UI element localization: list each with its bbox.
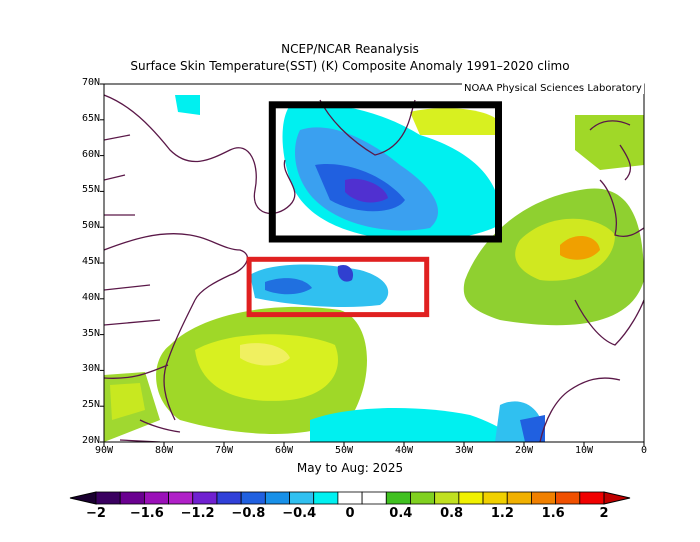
colorbar-swatch [240, 491, 266, 505]
colorbar-swatch [482, 491, 508, 505]
longitude-label: 70W [214, 445, 234, 456]
colorbar-label: 1.6 [541, 506, 565, 521]
colorbar-max-arrow [603, 491, 631, 505]
colorbar-min-arrow [69, 491, 97, 505]
map-subtitle: Surface Skin Temperature(SST) (K) Compos… [130, 59, 570, 73]
latitude-label: 50N [81, 220, 100, 232]
colorbar-label: 0.4 [389, 506, 413, 521]
colorbar-swatch [289, 491, 315, 505]
credit-label: NOAA Physical Sciences Laboratory [462, 83, 644, 94]
latitude-label: 60N [81, 148, 100, 160]
latitude-label: 30N [81, 363, 100, 375]
colorbar-swatch [95, 491, 121, 505]
period-label: May to Aug: 2025 [296, 461, 404, 475]
colorbar-swatch [410, 491, 436, 505]
colorbar-swatch [579, 491, 605, 505]
colorbar-label: −1.6 [129, 506, 164, 521]
colorbar-swatch [313, 491, 339, 505]
longitude-label: 60W [274, 445, 294, 456]
anomaly-fields [104, 95, 644, 442]
colorbar-label: −0.4 [282, 506, 317, 521]
longitude-label: 90W [94, 445, 114, 456]
longitude-label: 80W [154, 445, 174, 456]
colorbar-swatch [119, 491, 145, 505]
colorbar-swatch [361, 491, 387, 505]
longitude-label: 20W [514, 445, 534, 456]
latitude-label: 25N [81, 399, 100, 411]
latitude-label: 35N [81, 327, 100, 339]
colorbar-swatch [458, 491, 484, 505]
colorbar-label: 0 [345, 506, 355, 521]
colorbar-swatch [192, 491, 218, 505]
latitude-label: 65N [81, 112, 100, 124]
colorbar-label: −0.8 [231, 506, 266, 521]
longitude-label: 10W [574, 445, 594, 456]
longitude-label: 0 [640, 445, 648, 456]
latitude-label: 45N [81, 256, 100, 267]
colorbar-swatch [143, 491, 169, 505]
latitude-label: 70N [81, 77, 100, 88]
colorbar-label: 2 [599, 506, 609, 521]
colorbar-swatch [264, 491, 290, 505]
colorbar-swatch [216, 491, 242, 505]
colorbar-swatch [337, 491, 363, 505]
colorbar-swatch [434, 491, 460, 505]
longitude-label: 40W [394, 445, 414, 456]
subpolar-region-box [268, 101, 502, 243]
colorbar-label: −2 [86, 506, 106, 521]
colorbar-swatch [506, 491, 532, 505]
axis-ticks [100, 83, 645, 446]
longitude-label: 30W [454, 445, 474, 456]
latitude-label: 20N [81, 435, 100, 446]
coastlines [104, 94, 644, 442]
latitude-label: 40N [81, 291, 100, 303]
longitude-label: 50W [334, 445, 354, 456]
map-title: NCEP/NCAR Reanalysis [281, 42, 419, 56]
latitude-label: 55N [81, 184, 100, 196]
gulf-stream-region-box [246, 256, 430, 318]
colorbar-label: 0.8 [440, 506, 464, 521]
colorbar-swatch [168, 491, 194, 505]
colorbar-label: 1.2 [490, 506, 514, 521]
colorbar-swatch [555, 491, 581, 505]
colorbar-swatch [385, 491, 411, 505]
colorbar-swatch [531, 491, 557, 505]
colorbar-label: −1.2 [180, 506, 215, 521]
